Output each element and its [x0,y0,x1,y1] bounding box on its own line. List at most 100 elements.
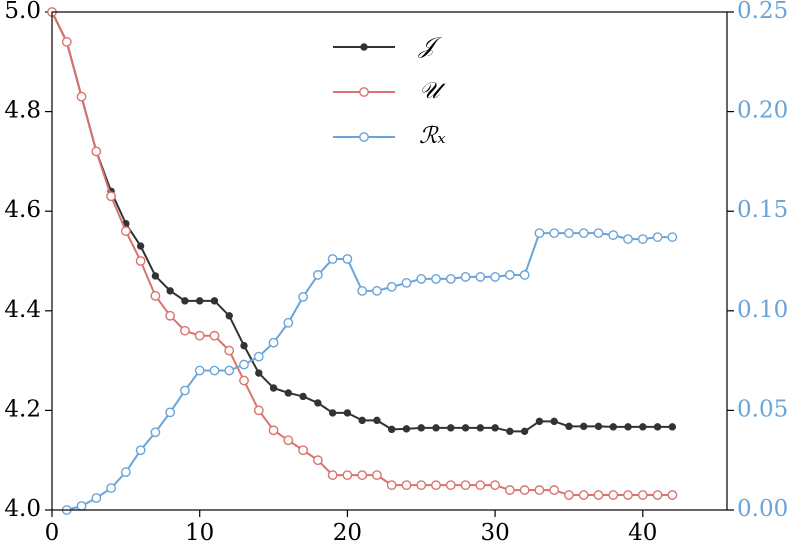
data-point [224,365,235,376]
data-point [519,485,530,495]
data-point [312,455,323,466]
data-point [135,445,146,456]
data-point [578,490,589,500]
data-point [490,272,501,282]
y2-tick-label: 0.20 [737,98,787,124]
data-point [564,490,574,500]
data-point [401,480,412,490]
data-point [475,272,486,282]
legend-label: ℛₓ [419,123,446,149]
data-point [269,384,278,392]
data-point [194,330,205,341]
data-point [61,36,72,47]
legend-marker [359,87,369,97]
data-point [386,480,397,490]
data-point [388,425,396,434]
data-point [401,278,412,288]
data-point [594,422,603,431]
data-point [225,312,233,320]
data-point [549,485,560,495]
data-point [106,483,116,493]
legend-label: 𝒰 [419,78,446,104]
data-point [667,232,678,242]
data-point [445,480,456,490]
x-tick-label: 0 [45,520,60,544]
data-point [106,191,116,202]
legend-label: 𝒥 [418,33,443,59]
data-point [135,256,146,266]
data-point [180,385,190,396]
data-point [343,409,352,417]
data-point [608,490,619,500]
data-point [608,230,619,241]
data-point [639,423,647,431]
data-point [312,270,323,280]
y-tick-label: 4.0 [4,496,41,522]
data-point [91,146,102,157]
data-point [239,359,249,370]
data-point [668,423,677,431]
data-point [120,226,131,237]
data-point [136,242,145,250]
data-point [475,480,486,490]
y2-tick-label: 0.25 [737,0,787,24]
data-point [120,467,131,478]
data-point [240,341,248,350]
data-point [593,490,604,500]
data-point [299,392,307,401]
data-point [535,417,544,426]
y-tick-label: 4.2 [4,396,41,422]
data-point [357,285,368,296]
data-point [564,228,574,239]
data-point [196,297,204,305]
data-point [667,490,678,500]
data-point [476,424,485,432]
data-point [520,427,529,436]
data-point [194,365,205,376]
x-tick-label: 10 [185,520,214,544]
data-point [565,422,573,431]
y-tick-label: 5.0 [4,0,41,24]
data-point [298,445,308,456]
data-point [593,228,604,239]
y2-tick-label: 0.00 [737,496,787,522]
x-tick-label: 40 [628,520,657,544]
y-tick-label: 4.8 [4,98,41,124]
data-point [327,254,338,264]
data-point [209,330,220,341]
data-point [519,270,530,280]
data-point [431,480,441,490]
plot-frame [51,11,728,511]
y2-tick-label: 0.15 [737,197,787,223]
data-point [91,493,102,503]
data-point [328,409,337,417]
data-point [342,470,353,481]
data-point [165,310,176,321]
y2-tick-label: 0.05 [737,396,787,422]
y-tick-label: 4.4 [4,297,41,323]
data-point [460,272,471,282]
data-point [431,274,441,284]
data-point [447,424,455,432]
data-point [166,287,174,295]
x-tick-label: 30 [480,520,509,544]
data-point [580,422,588,431]
data-point [373,416,381,425]
series-line [51,11,673,433]
data-point [284,389,293,397]
data-point [637,490,648,500]
legend-marker [359,132,369,142]
data-point [386,281,397,292]
data-point [253,351,264,362]
data-point [402,425,411,433]
data-point [76,91,87,102]
data-point [534,485,545,495]
y-tick-label: 4.6 [4,197,41,223]
data-point [432,424,440,432]
data-point [416,274,427,284]
data-point [652,490,663,500]
data-point [372,470,382,481]
x-tick-label: 20 [333,520,362,544]
data-point [255,369,263,377]
